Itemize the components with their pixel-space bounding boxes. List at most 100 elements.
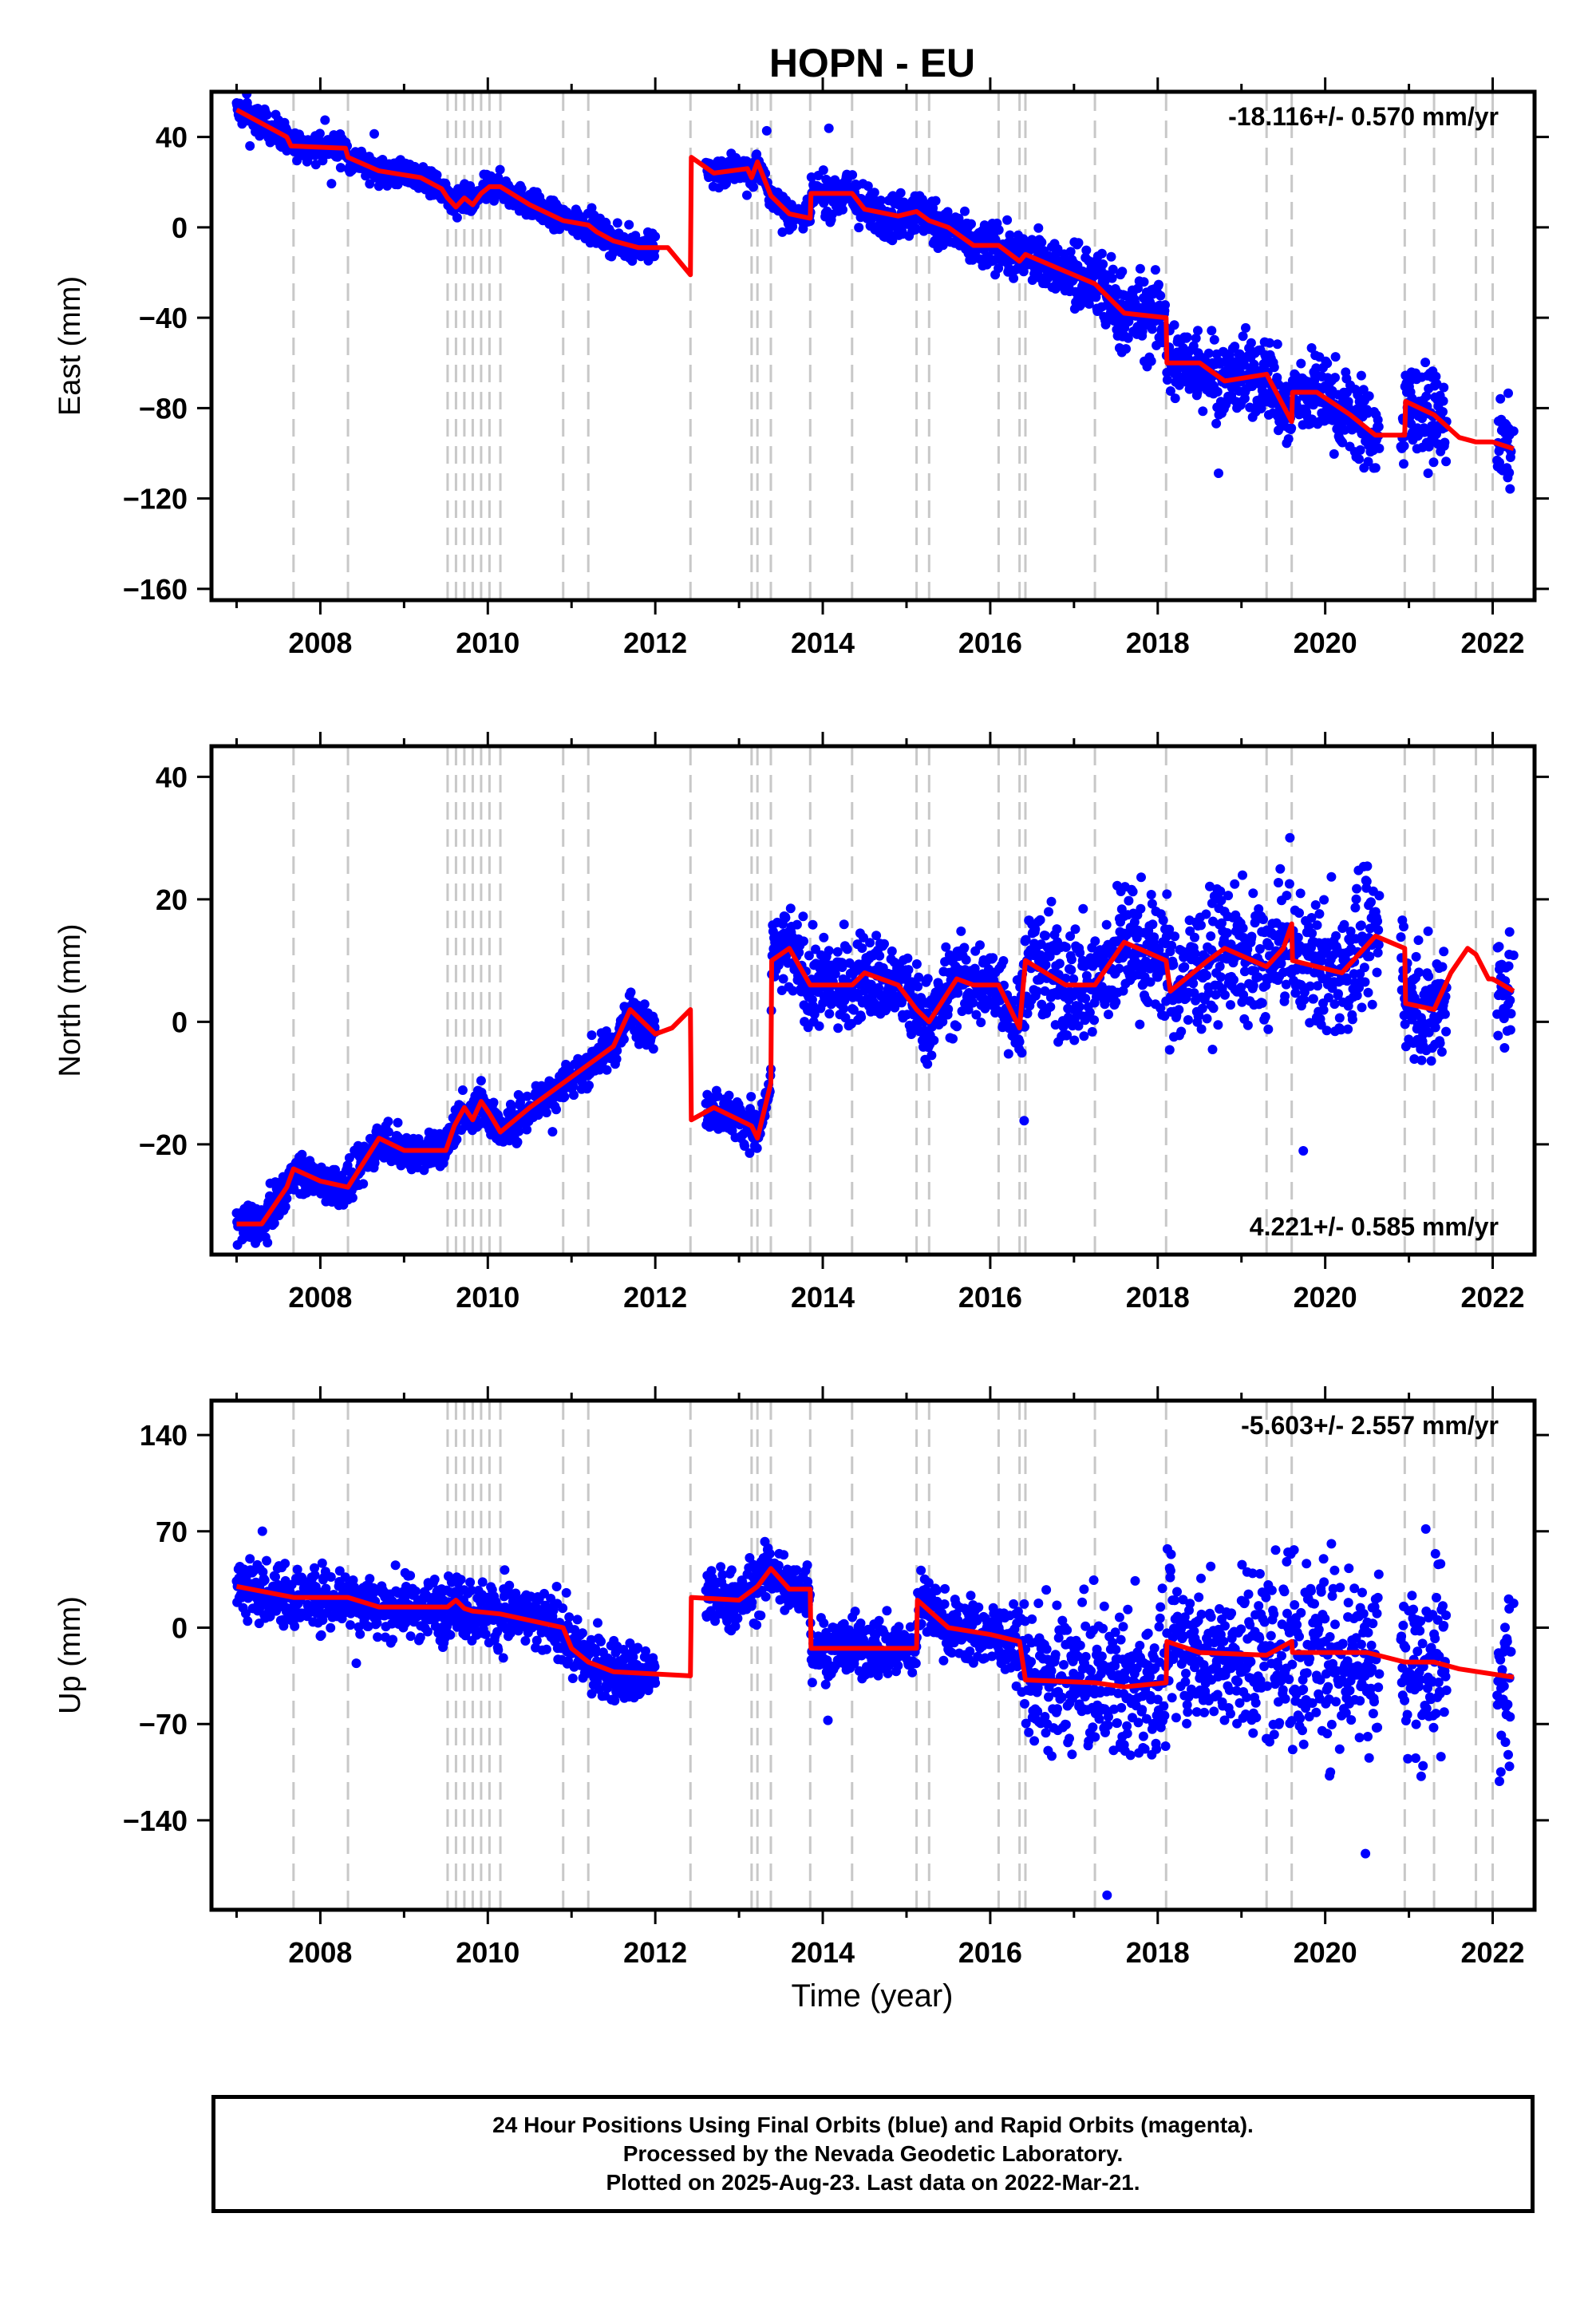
data-point bbox=[866, 214, 876, 224]
data-point bbox=[847, 170, 858, 180]
data-point bbox=[788, 986, 798, 996]
data-point bbox=[1170, 931, 1180, 942]
data-point bbox=[808, 1001, 819, 1011]
data-point bbox=[1045, 951, 1055, 962]
data-point bbox=[1074, 1002, 1084, 1012]
data-point bbox=[824, 123, 834, 133]
data-point bbox=[282, 1193, 292, 1203]
data-point bbox=[960, 206, 970, 216]
data-point bbox=[1207, 1045, 1218, 1054]
data-point bbox=[1336, 1025, 1346, 1035]
data-point bbox=[1188, 978, 1199, 989]
data-point bbox=[1237, 997, 1247, 1007]
data-point bbox=[1355, 445, 1365, 455]
data-point bbox=[1343, 397, 1353, 407]
data-point bbox=[1009, 995, 1020, 1006]
data-point bbox=[1248, 888, 1258, 899]
data-point bbox=[839, 919, 849, 930]
data-point bbox=[1080, 994, 1091, 1004]
data-point bbox=[824, 946, 834, 956]
data-point bbox=[959, 943, 970, 953]
data-point bbox=[1124, 316, 1134, 326]
data-point bbox=[1135, 1019, 1145, 1030]
data-point bbox=[1068, 991, 1078, 1001]
data-point bbox=[1311, 363, 1321, 373]
data-point bbox=[452, 212, 462, 223]
data-point bbox=[1374, 443, 1385, 453]
data-point bbox=[1041, 960, 1051, 970]
data-point bbox=[913, 982, 923, 992]
data-point bbox=[742, 190, 752, 200]
data-point bbox=[839, 1003, 849, 1014]
data-point bbox=[1361, 876, 1372, 887]
data-point bbox=[1005, 230, 1015, 240]
data-point bbox=[1236, 982, 1246, 993]
data-point bbox=[1096, 248, 1107, 259]
x-tick-label: 2022 bbox=[1460, 626, 1524, 659]
data-point bbox=[1504, 468, 1515, 478]
y-tick-label: −160 bbox=[123, 573, 188, 606]
data-point bbox=[1238, 331, 1248, 342]
data-point bbox=[1106, 251, 1116, 262]
data-point bbox=[1044, 907, 1053, 917]
data-point bbox=[1146, 890, 1156, 899]
data-point bbox=[1041, 931, 1050, 941]
data-point bbox=[1253, 972, 1263, 982]
data-point bbox=[587, 1030, 597, 1041]
data-point bbox=[1030, 924, 1041, 935]
data-point bbox=[1062, 1030, 1073, 1040]
data-point bbox=[1329, 449, 1339, 459]
data-point bbox=[1124, 895, 1134, 906]
data-point bbox=[1201, 909, 1211, 919]
panel-north: 2008 2010 2012 2014 2016 2018 2020 202240200−20… bbox=[53, 732, 1549, 1314]
data-point bbox=[1128, 887, 1138, 897]
data-point bbox=[1216, 895, 1227, 906]
data-point bbox=[1207, 326, 1217, 336]
data-point bbox=[1089, 1015, 1100, 1026]
data-point bbox=[1101, 919, 1112, 930]
data-point bbox=[926, 1050, 937, 1061]
data-point bbox=[1362, 861, 1373, 871]
data-point bbox=[1337, 437, 1348, 448]
data-point bbox=[314, 128, 325, 139]
data-point bbox=[1317, 955, 1327, 966]
data-point bbox=[1358, 385, 1369, 395]
north-points bbox=[231, 832, 1519, 1250]
time-series-chart: HOPN - EU 2008 2010 2012 2014 2016 2018 2020 20… bbox=[53, 41, 1549, 2014]
data-point bbox=[1366, 897, 1376, 907]
data-point bbox=[648, 1044, 658, 1054]
data-point bbox=[1257, 998, 1267, 1008]
data-point bbox=[956, 926, 966, 936]
panel-east: 2008 2010 2012 2014 2016 2018 2020 2022400−40−8… bbox=[53, 77, 1549, 659]
data-point bbox=[1165, 386, 1175, 396]
data-point bbox=[994, 225, 1004, 235]
data-point bbox=[1066, 954, 1077, 965]
x-tick-label: 2018 bbox=[1126, 626, 1190, 659]
data-point bbox=[1174, 1005, 1184, 1015]
data-point bbox=[1081, 245, 1092, 255]
data-point bbox=[798, 911, 808, 922]
data-point bbox=[1330, 352, 1341, 362]
data-point bbox=[1334, 1013, 1345, 1023]
data-point bbox=[943, 1004, 954, 1014]
data-point bbox=[1022, 1009, 1033, 1018]
data-point bbox=[1314, 909, 1325, 919]
data-point bbox=[1078, 903, 1088, 914]
data-point bbox=[263, 1238, 273, 1248]
data-point bbox=[1211, 990, 1221, 1000]
data-point bbox=[794, 947, 804, 958]
data-point bbox=[369, 128, 379, 139]
east-frame bbox=[209, 89, 1537, 603]
data-point bbox=[624, 219, 634, 230]
data-point bbox=[1307, 928, 1317, 939]
data-point bbox=[495, 164, 505, 175]
data-point bbox=[1272, 339, 1282, 350]
data-point bbox=[1276, 958, 1286, 969]
data-point bbox=[1153, 279, 1163, 290]
data-point bbox=[1149, 932, 1159, 943]
data-point bbox=[961, 954, 971, 965]
data-point bbox=[1014, 1037, 1025, 1047]
data-point bbox=[746, 1092, 757, 1102]
data-point bbox=[1238, 990, 1249, 1000]
data-point bbox=[976, 1018, 986, 1028]
